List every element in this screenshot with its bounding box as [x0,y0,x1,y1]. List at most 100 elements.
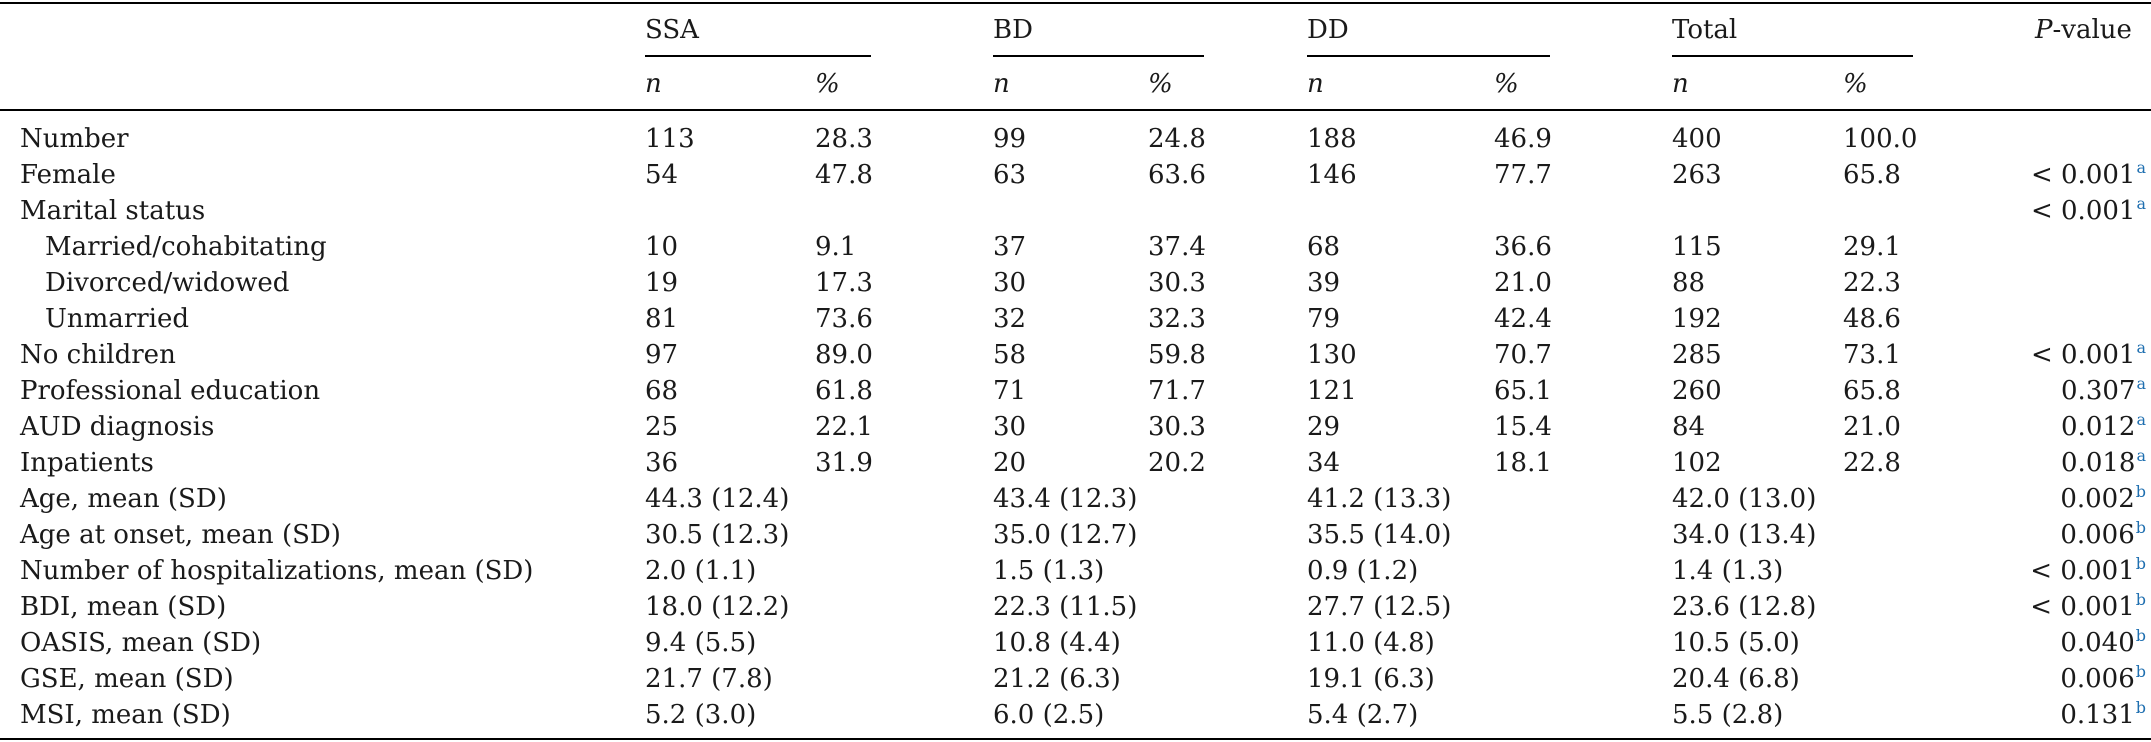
cell-n: 30 [993,268,1027,298]
pvalue-text: < 0.001 [2030,196,2136,226]
cell-pct: 63.6 [1148,160,1206,190]
cell-pct: 42.4 [1494,304,1552,334]
pvalue-cell: 0.006b [2060,517,2146,553]
row-label: Number [20,124,129,154]
footnote-marker[interactable]: a [2136,158,2146,178]
cell-n: 42.0 (13.0) [1672,484,1817,514]
pvalue-text: < 0.001 [2030,340,2136,370]
group-header-bd: BD [993,15,1033,45]
cell-n: 9.4 (5.5) [645,628,757,658]
pvalue-cell: < 0.001a [2031,337,2146,373]
cell-n: 10.8 (4.4) [993,628,1121,658]
subheader-n: n [645,69,662,99]
header-rule [0,109,2151,111]
cell-n: 10 [645,232,679,262]
cell-pct: 47.8 [815,160,873,190]
cell-n: 34 [1307,448,1341,478]
subheader-pct: % [1494,69,1519,99]
cell-pct: 70.7 [1494,340,1552,370]
pvalue-cell: 0.307a [2061,373,2146,409]
pvalue-cell: 0.040b [2060,625,2146,661]
pvalue-text: 0.012 [2061,412,2136,442]
cell-pct: 59.8 [1148,340,1206,370]
row-label: AUD diagnosis [20,412,215,442]
cell-n: 54 [645,160,679,190]
cell-n: 400 [1672,124,1722,154]
pvalue-cell: 0.131b [2060,697,2146,733]
subheader-n: n [1672,69,1689,99]
cell-n: 99 [993,124,1027,154]
footnote-marker[interactable]: b [2135,554,2146,574]
footnote-marker[interactable]: a [2136,194,2146,214]
cell-pct: 24.8 [1148,124,1206,154]
cell-n: 41.2 (13.3) [1307,484,1452,514]
cell-n: 10.5 (5.0) [1672,628,1800,658]
footnote-marker[interactable]: b [2135,698,2146,718]
pvalue-text: 0.131 [2060,700,2135,730]
group-rule-total [1672,55,1913,57]
cell-pct: 22.8 [1843,448,1901,478]
cell-pct: 36.6 [1494,232,1552,262]
cell-n: 71 [993,376,1027,406]
cell-n: 34.0 (13.4) [1672,520,1817,550]
cell-n: 44.3 (12.4) [645,484,790,514]
pvalue-cell: < 0.001a [2031,193,2146,229]
footnote-marker[interactable]: a [2136,410,2146,430]
footnote-marker[interactable]: b [2135,482,2146,502]
cell-n: 2.0 (1.1) [645,556,757,586]
pvalue-text: 0.040 [2060,628,2135,658]
cell-n: 97 [645,340,679,370]
cell-pct: 22.1 [815,412,873,442]
pvalue-text: < 0.001 [2030,592,2135,622]
cell-pct: 22.3 [1843,268,1901,298]
cell-n: 18.0 (12.2) [645,592,790,622]
cell-pct: 37.4 [1148,232,1206,262]
row-label: Inpatients [20,448,154,478]
cell-pct: 48.6 [1843,304,1901,334]
row-label: Female [20,160,116,190]
cell-pct: 17.3 [815,268,873,298]
footnote-marker[interactable]: a [2136,446,2146,466]
cell-n: 20 [993,448,1027,478]
cell-n: 20.4 (6.8) [1672,664,1800,694]
row-label: OASIS, mean (SD) [20,628,262,658]
group-rule-ssa [645,55,871,57]
cell-n: 260 [1672,376,1722,406]
subheader-n: n [1307,69,1324,99]
footnote-marker[interactable]: b [2135,662,2146,682]
cell-n: 36 [645,448,679,478]
row-label: Professional education [20,376,321,406]
cell-n: 263 [1672,160,1722,190]
cell-pct: 21.0 [1843,412,1901,442]
group-header-ssa: SSA [645,15,699,45]
cell-n: 0.9 (1.2) [1307,556,1419,586]
footnote-marker[interactable]: b [2135,518,2146,538]
cell-pct: 46.9 [1494,124,1552,154]
footnote-marker[interactable]: b [2135,626,2146,646]
cell-pct: 18.1 [1494,448,1552,478]
cell-n: 35.5 (14.0) [1307,520,1452,550]
cell-n: 68 [1307,232,1341,262]
cell-n: 43.4 (12.3) [993,484,1138,514]
pvalue-cell: 0.012a [2061,409,2146,445]
cell-pct: 73.6 [815,304,873,334]
row-label: GSE, mean (SD) [20,664,234,694]
group-header-total: Total [1672,15,1738,45]
cell-n: 188 [1307,124,1357,154]
footnote-marker[interactable]: a [2136,338,2146,358]
pvalue-text: 0.006 [2060,520,2135,550]
cell-n: 37 [993,232,1027,262]
cell-n: 146 [1307,160,1357,190]
pvalue-text: < 0.001 [2030,556,2135,586]
pvalue-text: 0.018 [2061,448,2136,478]
footnote-marker[interactable]: b [2135,590,2146,610]
cell-pct: 28.3 [815,124,873,154]
subheader-pct: % [1148,69,1173,99]
cell-pct: 65.8 [1843,376,1901,406]
cell-n: 102 [1672,448,1722,478]
footnote-marker[interactable]: a [2136,374,2146,394]
cell-n: 113 [645,124,695,154]
subheader-n: n [993,69,1010,99]
pvalue-header: P-value [2035,15,2132,45]
